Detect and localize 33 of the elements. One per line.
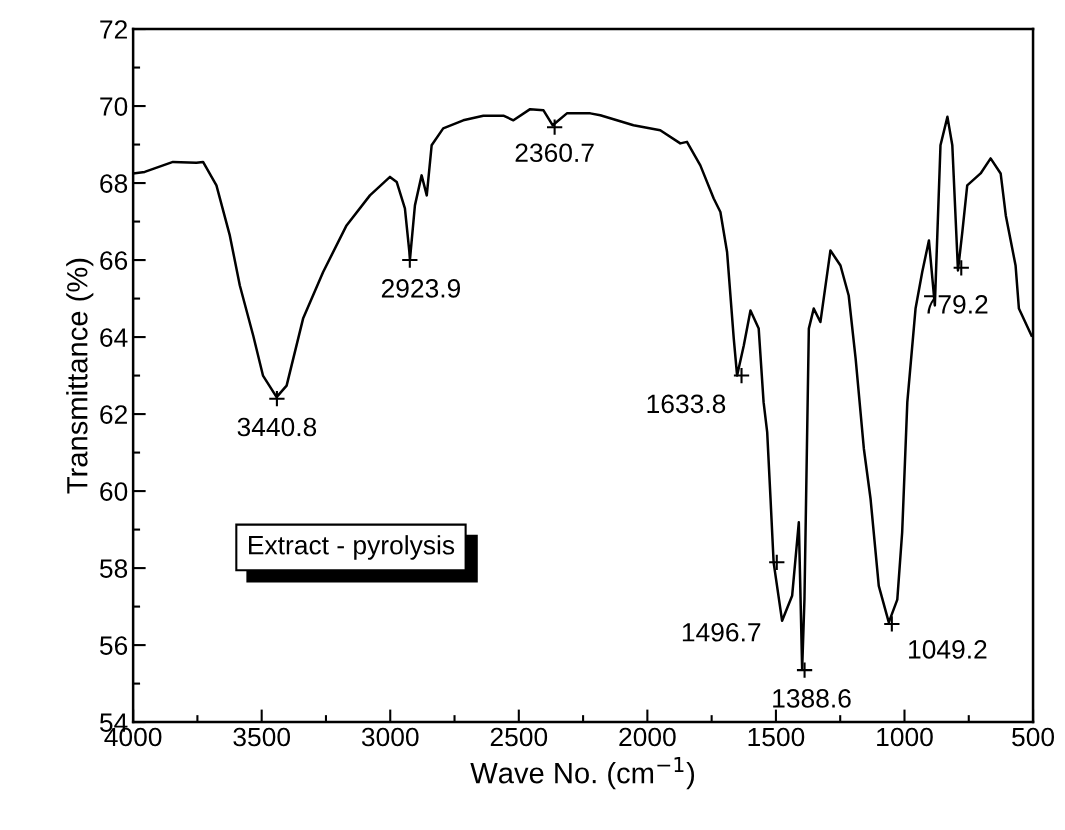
annotation: 1388.6 [773,689,851,708]
point [768,553,786,571]
annotation: 1049.2 [909,640,987,659]
annotation: 3440.8 [237,417,317,437]
point [795,661,814,679]
y-tick-label: 72 [100,20,127,39]
x-tick-label: 1500 [748,727,805,747]
y-tick-label: 68 [100,174,128,193]
x-tick-label: 2500 [490,727,548,747]
point [883,615,901,633]
annotation: 2923.9 [381,279,461,298]
y-tick-label: 64 [100,328,128,347]
x-tick-label: 3500 [233,727,291,747]
x-tick-label: 500 [1012,727,1055,747]
x-axis-title: Wave No. (cm$^{−1}$) [470,757,695,790]
x-tick-label: 2000 [619,727,676,747]
annotation: 2360.7 [515,143,594,163]
point [268,390,286,408]
y-tick-label: 62 [100,405,127,424]
annotation: 1633.8 [647,394,726,414]
point [401,251,419,269]
point [545,118,564,136]
y-axis-title: Transmittance (%) [66,258,94,494]
annotation: 779.2 [924,295,988,314]
y-tick-label: 70 [100,97,128,116]
y-tick-label: 58 [99,559,128,578]
y-tick-label: 60 [100,482,128,501]
y-tick-label: 56 [99,636,128,655]
text: Extract - pyrolysis [249,535,455,560]
y-tick-label: 66 [100,251,128,270]
annotation: 1496.7 [682,622,761,642]
x-tick-label: 1000 [877,727,933,747]
x-tick-label: 3000 [361,727,419,747]
